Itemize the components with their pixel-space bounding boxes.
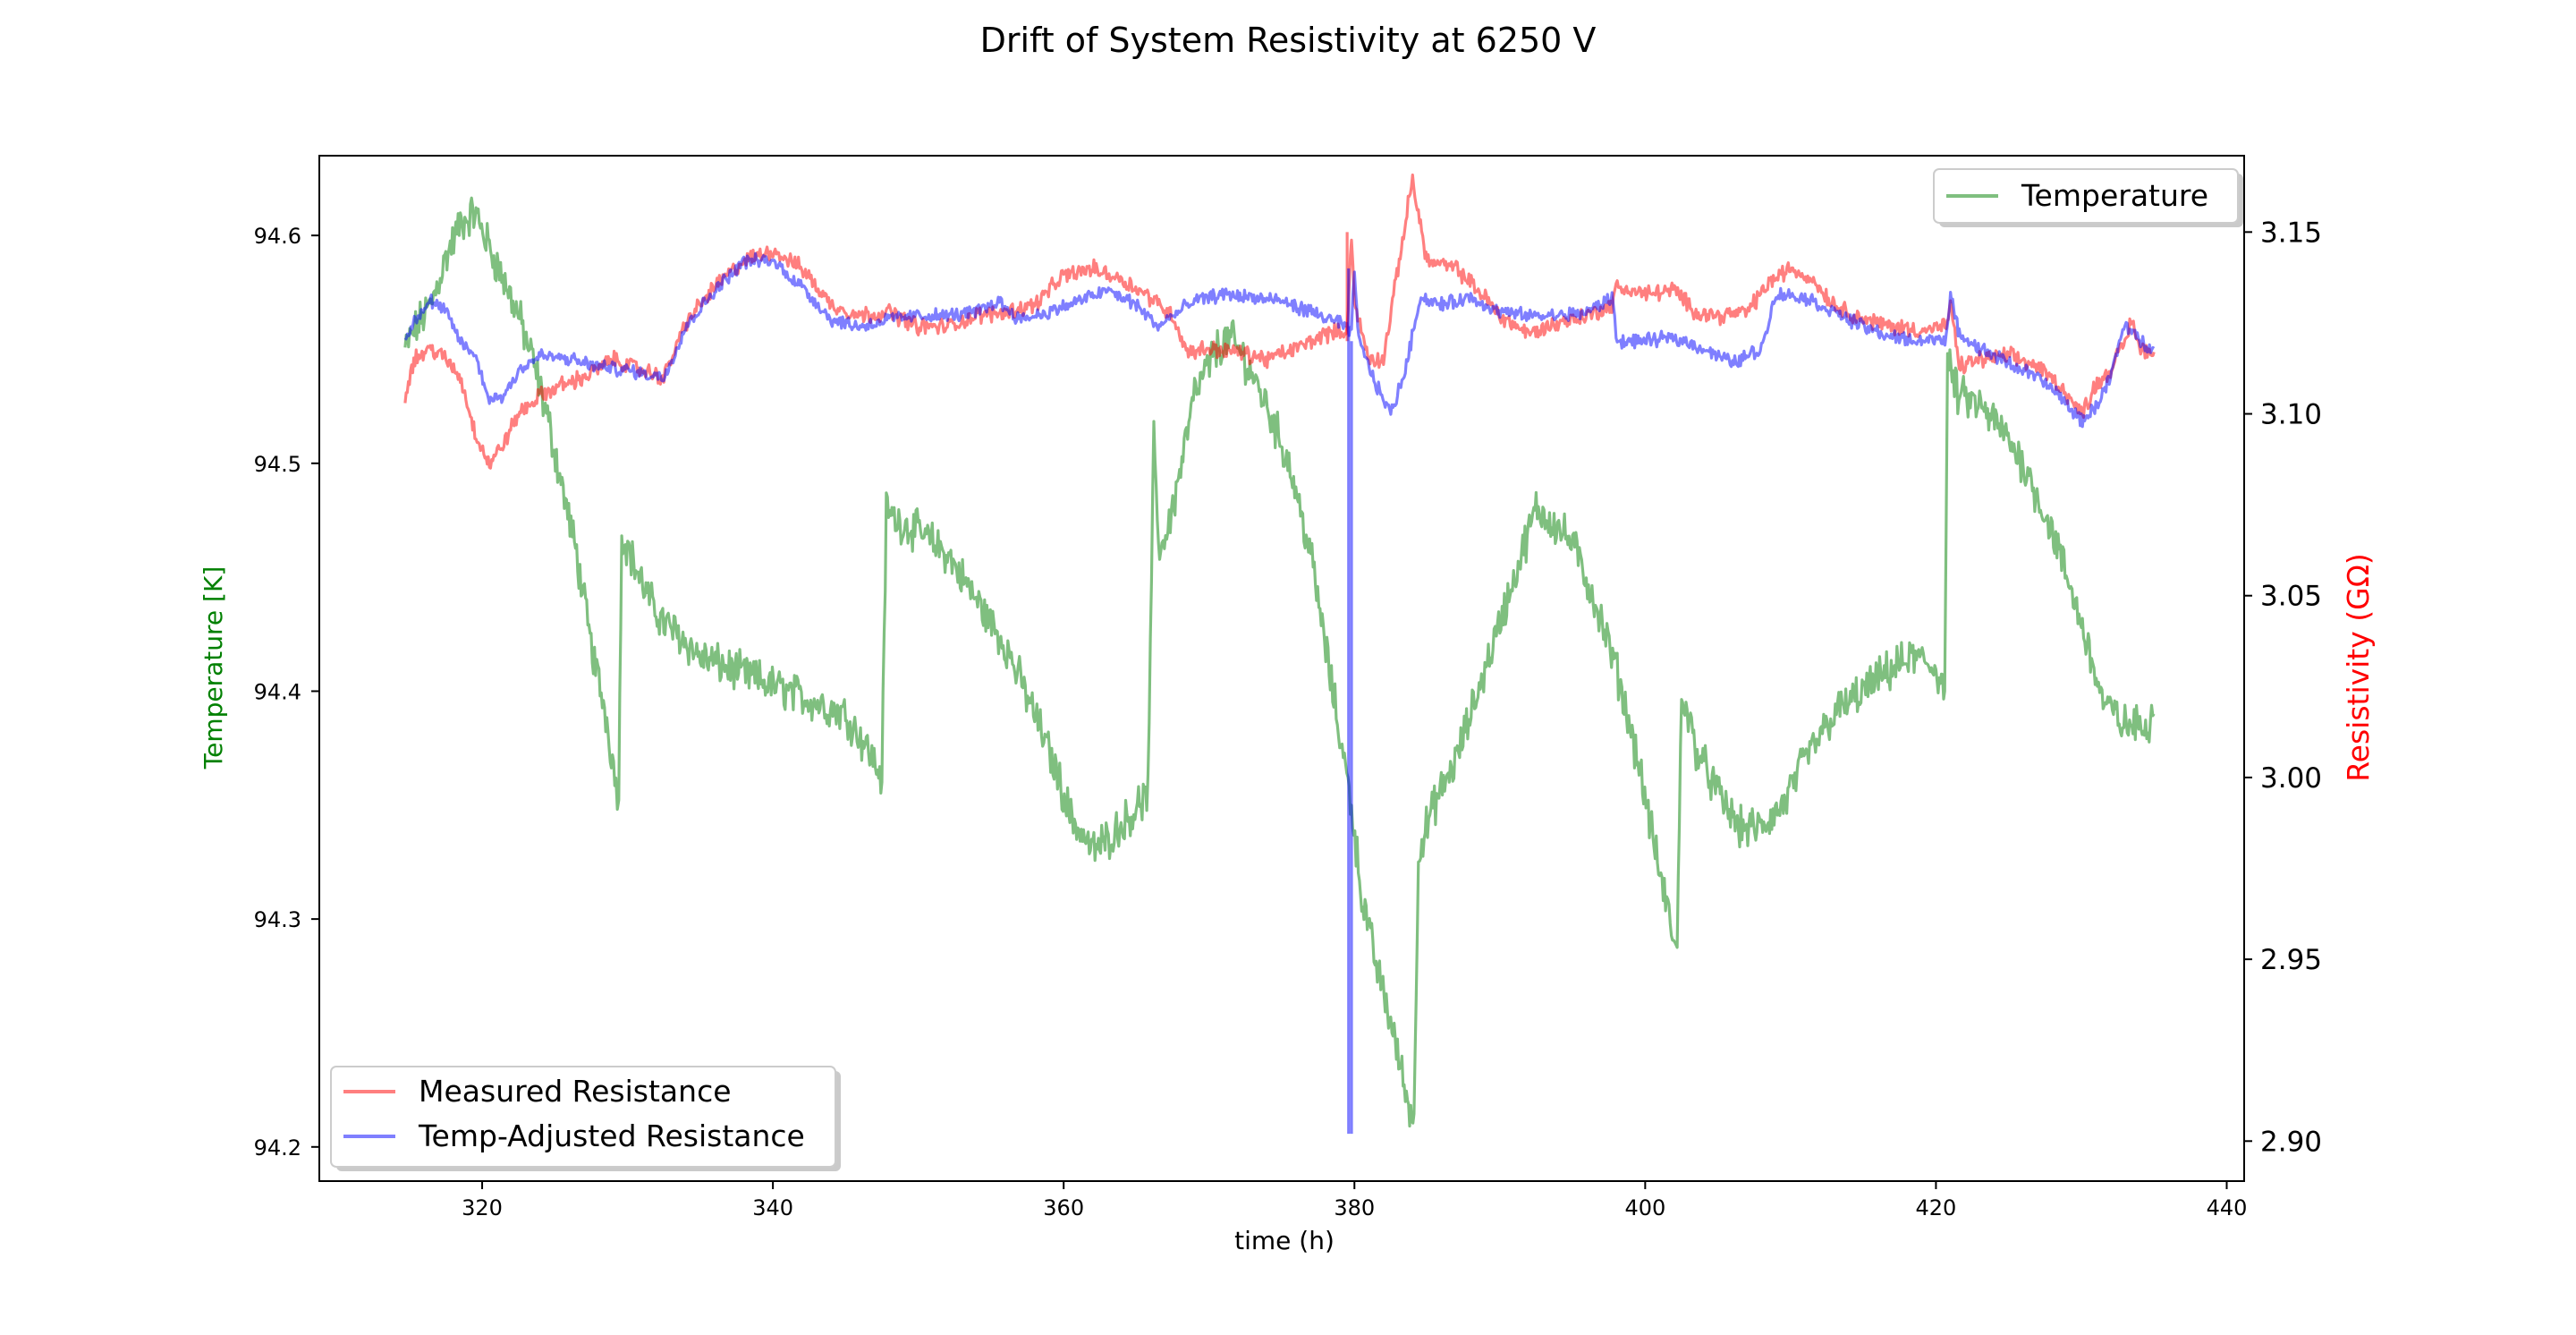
left-y-tick-label: 94.5: [254, 452, 301, 477]
x-axis-label: time (h): [1234, 1226, 1335, 1255]
left-axis-label: Temperature [K]: [199, 566, 228, 770]
legend-lower-left: Measured Resistance Temp-Adjusted Resist…: [330, 1066, 841, 1171]
right-y-tick-label: 2.95: [2260, 944, 2322, 976]
x-tick-label: 320: [462, 1195, 503, 1220]
chart-title: Drift of System Resistivity at 6250 V: [980, 21, 1597, 60]
x-tick-label: 400: [1624, 1195, 1665, 1220]
legend-label-measured: Measured Resistance: [419, 1074, 732, 1109]
legend-label-adjusted: Temp-Adjusted Resistance: [418, 1118, 805, 1153]
axes: 320 340 360 380 400 420 440 94.2 94.3 94.4 94.5 94.…: [254, 155, 2322, 1220]
left-y-tick-label: 94.3: [254, 907, 301, 932]
right-y-tick-label: 2.90: [2260, 1126, 2322, 1158]
plot-frame: [318, 155, 2245, 1182]
series-line-0: [403, 196, 2156, 1128]
x-tick-label: 340: [752, 1195, 793, 1220]
right-y-tick-label: 3.15: [2260, 217, 2322, 249]
plot-series: [403, 173, 2156, 1135]
left-y-tick-label: 94.4: [254, 679, 301, 704]
left-y-tick-label: 94.6: [254, 224, 301, 249]
series-line-2: [403, 251, 2156, 429]
right-y-tick-label: 3.00: [2260, 762, 2322, 795]
right-axis-label: Resistivity (GΩ): [2341, 553, 2376, 782]
right-y-tick-label: 3.05: [2260, 581, 2322, 613]
legend-label-temperature: Temperature: [2021, 178, 2208, 213]
legend-upper-right: Temperature: [1933, 168, 2243, 227]
left-y-tick-label: 94.2: [254, 1135, 301, 1161]
x-tick-label: 440: [2207, 1195, 2248, 1220]
right-y-tick-label: 3.10: [2260, 399, 2322, 431]
x-tick-label: 380: [1334, 1195, 1375, 1220]
x-tick-label: 420: [1916, 1195, 1957, 1220]
x-tick-label: 360: [1043, 1195, 1084, 1220]
